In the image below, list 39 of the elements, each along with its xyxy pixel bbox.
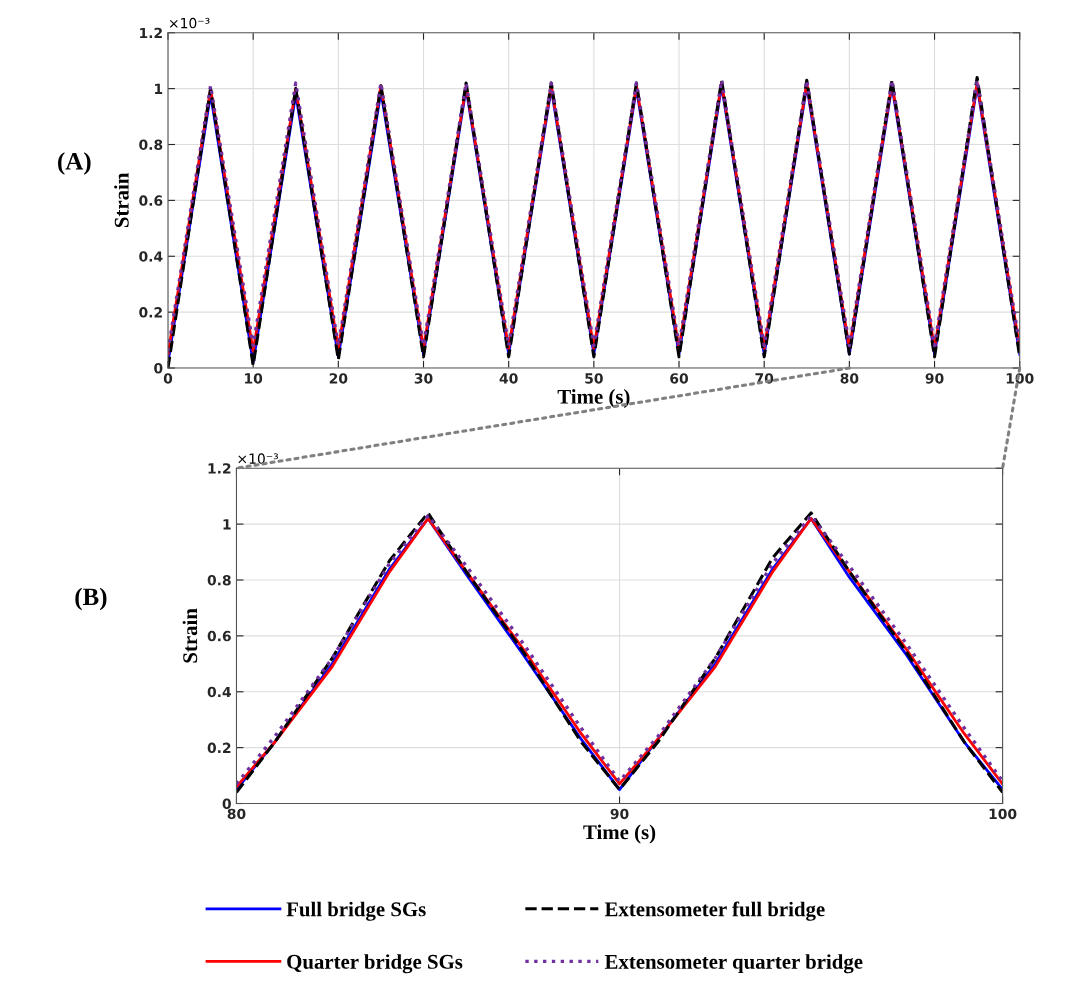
y-tick-label: 1 [223,519,231,530]
y-tick-label: 0.2 [139,307,162,318]
y-tick-label: 0.8 [139,139,163,150]
y-tick-label: 0.4 [207,686,231,698]
legend-label: Full bridge SGs [286,901,426,921]
x-tick-label: 20 [329,373,348,384]
x-tick-label: 10 [245,373,263,384]
y-tick-label: 1 [155,83,163,94]
x-tick-label: 100 [989,808,1017,820]
legend-label: Extensometer quarter bridge [604,954,863,974]
x-tick-label: 80 [227,808,246,820]
y-tick-label: 0.6 [207,630,231,642]
x-tick-label: 90 [925,373,944,384]
text: ×10⁻³ [169,17,210,29]
y-tick-label: 1.2 [140,27,162,39]
x-tick-label: 100 [1006,373,1034,384]
x-tick-label: 0 [163,373,173,384]
x-tick-label: 40 [499,373,518,384]
y-tick-label: 0 [154,363,163,374]
x-tick-label: 60 [670,373,689,384]
legend-label: Extensometer full bridge [604,901,825,921]
y-tick-label: 0.6 [139,195,163,206]
y-axis-title: Strain [114,172,129,228]
x-tick-label: 30 [414,373,433,384]
x-axis-title: Time (s) [557,389,630,409]
y-tick-label: 0.4 [139,251,163,262]
y-tick-label: 1.2 [208,463,231,474]
text: (A) [58,152,91,175]
y-tick-label: 0.2 [207,742,231,754]
x-tick-label: 50 [585,373,603,384]
y-tick-label: 0 [222,798,231,809]
legend-label: Quarter bridge SGs [287,954,463,974]
x-axis-title: Time (s) [583,824,656,844]
x-tick-label: 90 [610,808,629,820]
y-tick-label: 0.8 [207,574,231,586]
text: (B) [75,587,107,611]
y-axis-title: Strain [182,608,198,663]
x-tick-label: 80 [840,373,859,384]
text: ×10⁻³ [238,453,278,464]
